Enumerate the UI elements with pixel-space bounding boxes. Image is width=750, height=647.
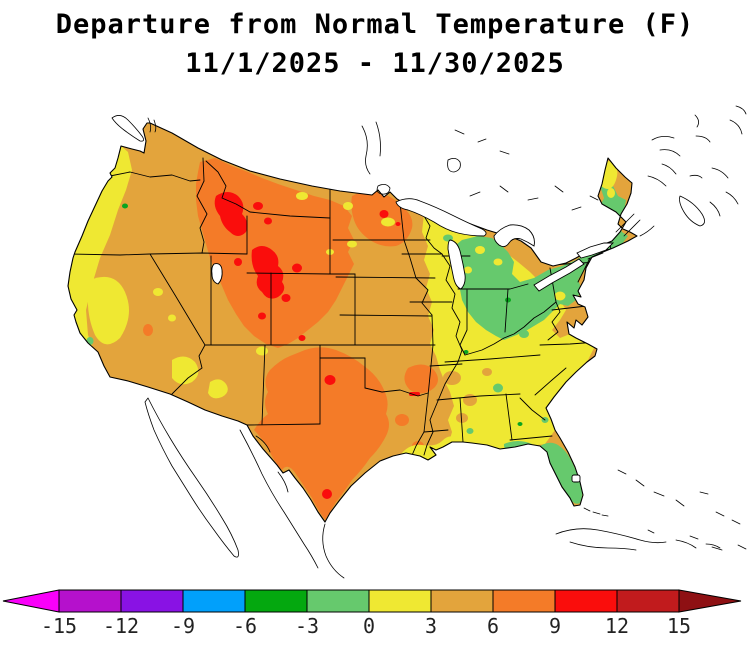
lake-huron: [493, 224, 535, 248]
colorbar-left-arrow: [2, 589, 60, 613]
lake-erie: [533, 258, 585, 292]
colorbar-tick-label: -6: [233, 614, 257, 638]
colorbar-tick-label: -3: [295, 614, 319, 638]
anomaly-layer-green-n6-n3: [122, 203, 523, 426]
colorbar-segment: [306, 589, 370, 613]
colorbar-tick-label: 15: [667, 614, 691, 638]
colorbar-segment: [616, 589, 680, 613]
colorbar-right-arrow: [678, 589, 742, 613]
colorbar-tick-label: 0: [363, 614, 375, 638]
lake-okeechobee: [571, 474, 581, 483]
colorbar-segment: [120, 589, 184, 613]
colorbar-segment: [182, 589, 246, 613]
great-salt-lake: [211, 263, 223, 285]
colorbar-segment: [554, 589, 618, 613]
colorbar-tick-label: -15: [41, 614, 77, 638]
page-subtitle-daterange: 11/1/2025 - 11/30/2025: [185, 48, 565, 79]
colorbar-segment: [58, 589, 122, 613]
colorbar-tick-label: 12: [605, 614, 629, 638]
canada-outline: [111, 105, 747, 237]
page-title: Departure from Normal Temperature (F): [56, 9, 694, 40]
colorbar-tick-label: -9: [171, 614, 195, 638]
colorbar-tick-label: -12: [103, 614, 139, 638]
colorbar-tick-label: 6: [487, 614, 499, 638]
colorbar-segment: [368, 589, 432, 613]
cuba-bahamas-outline: [555, 252, 747, 551]
colorbar-segment: [492, 589, 556, 613]
anomaly-layer-red-9-12: [214, 192, 420, 499]
colorbar-tick-label: 9: [549, 614, 561, 638]
mexico-outline: [144, 397, 345, 579]
colorbar-tick-label: 3: [425, 614, 437, 638]
colorbar: -15 -12 -9 -6 -3 0 3 6 9 12 15: [2, 589, 742, 638]
lake-superior: [395, 198, 487, 237]
colorbar-segment: [430, 589, 494, 613]
great-lakes: [211, 198, 615, 483]
lake-ontario: [576, 242, 615, 259]
lake-michigan: [447, 239, 466, 290]
colorbar-segment: [244, 589, 308, 613]
